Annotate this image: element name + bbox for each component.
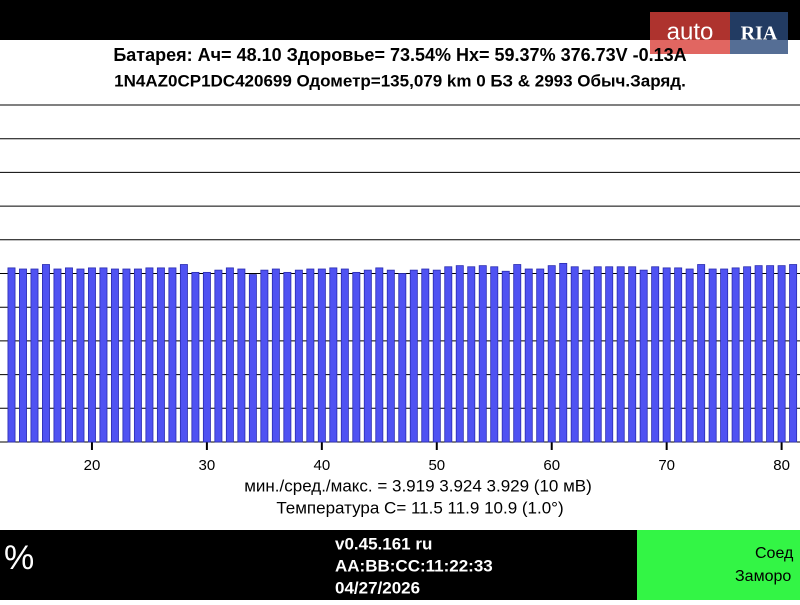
bar — [513, 264, 522, 443]
bar — [19, 268, 27, 443]
bar — [777, 265, 786, 443]
bar — [754, 265, 763, 443]
bar — [145, 267, 154, 443]
bar — [363, 269, 372, 443]
bar — [214, 269, 223, 443]
x-tick-label: 80 — [773, 457, 790, 474]
bar — [168, 267, 177, 443]
bar — [536, 268, 545, 443]
bar — [674, 267, 683, 443]
bar — [421, 268, 430, 443]
watermark-badge: RIA — [741, 23, 778, 45]
bar — [7, 267, 16, 443]
bar — [306, 268, 315, 443]
bar — [260, 269, 269, 443]
bar — [605, 266, 614, 443]
x-tick-label: 30 — [199, 457, 216, 474]
bar — [766, 265, 775, 443]
bar — [582, 269, 591, 443]
bar — [76, 268, 85, 443]
bar — [432, 269, 441, 443]
bar — [398, 273, 407, 443]
watermark-box — [650, 12, 730, 54]
bar — [110, 268, 119, 443]
bar — [651, 266, 660, 443]
bar — [87, 267, 96, 443]
bar — [340, 268, 349, 443]
x-tick-label: 70 — [658, 457, 675, 474]
header-line: 1N4AZ0CP1DC420699 Одометр=135,079 km 0 Б… — [114, 71, 686, 90]
watermark-badge-box — [730, 12, 788, 54]
bar — [743, 266, 752, 443]
bar — [789, 264, 798, 443]
bar — [53, 268, 62, 443]
bar — [191, 271, 200, 443]
bar — [65, 267, 73, 443]
x-tick-label: 60 — [543, 457, 560, 474]
x-tick-label: 40 — [313, 457, 330, 474]
x-tick-label: 50 — [428, 457, 445, 474]
bar — [490, 266, 499, 443]
bar — [455, 265, 464, 443]
button-label[interactable]: Соед — [755, 545, 794, 562]
bar — [501, 270, 510, 443]
bar — [697, 264, 706, 443]
bar — [294, 269, 303, 443]
percent: % — [4, 539, 34, 577]
bar — [731, 267, 740, 443]
bar — [467, 266, 476, 443]
date: 04/27/2026 — [335, 578, 420, 597]
bar — [570, 266, 579, 443]
version: v0.45.161 ru — [335, 534, 432, 553]
bar — [444, 266, 453, 443]
bar — [133, 268, 142, 443]
bar — [375, 267, 384, 443]
bar — [202, 271, 211, 443]
bar — [386, 269, 395, 443]
bar — [30, 268, 39, 443]
stats: мин./сред./макс. = 3.919 3.924 3.929 (10… — [244, 476, 592, 495]
bar — [237, 268, 246, 443]
bar — [593, 266, 602, 443]
temperature: Температура C= 11.5 11.9 10.9 (1.0°) — [276, 498, 563, 517]
bar — [99, 267, 108, 443]
bar — [720, 268, 729, 443]
connect-button[interactable] — [637, 530, 800, 600]
bar — [708, 268, 717, 443]
bar — [225, 267, 234, 443]
bar — [122, 268, 131, 443]
bar — [628, 266, 637, 443]
bar — [352, 271, 361, 443]
header-line: Батарея: Ач= 48.10 Здоровье= 73.54% Hx= … — [113, 45, 686, 65]
bar — [179, 264, 188, 443]
bar — [248, 274, 257, 443]
bar — [317, 268, 326, 443]
bar — [616, 266, 625, 443]
bar — [559, 262, 568, 443]
bar — [662, 267, 671, 443]
bar — [685, 268, 694, 443]
bar — [409, 269, 418, 443]
bar — [42, 264, 50, 443]
bar — [524, 268, 533, 443]
bar — [639, 269, 648, 443]
bar — [547, 265, 556, 443]
bar — [271, 268, 280, 443]
bar — [156, 267, 165, 443]
bar — [478, 265, 487, 443]
watermark-brand: auto — [667, 18, 714, 45]
mac: AA:BB:CC:11:22:33 — [335, 556, 493, 575]
x-tick-label: 20 — [84, 457, 101, 474]
button-label[interactable]: Заморо — [735, 568, 791, 585]
bar — [283, 271, 292, 443]
bar — [329, 267, 338, 443]
